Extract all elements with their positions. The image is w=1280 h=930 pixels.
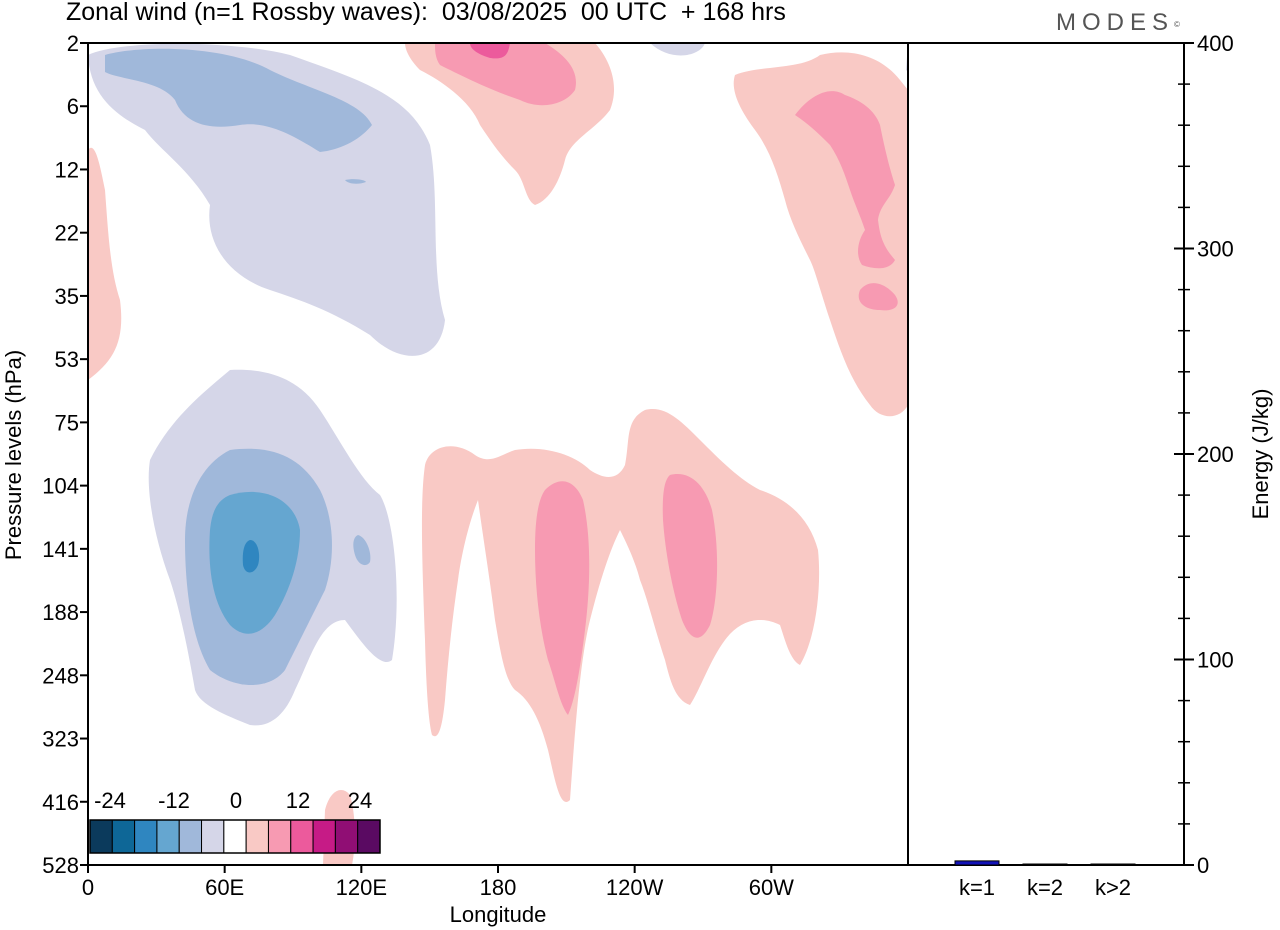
- longitude-axis: 0 60E 120E 180 120W 60W: [82, 865, 794, 900]
- contour-pos-mid-outer: [421, 409, 820, 802]
- y-tick-label: 104: [42, 474, 79, 499]
- x-axis-title: Longitude: [450, 902, 547, 927]
- colorbar-swatch: [223, 819, 247, 854]
- colorbar-legend: -24 -12 0 12 24: [89, 788, 381, 854]
- colorbar-swatch: [357, 819, 381, 854]
- y-tick-label: 416: [42, 790, 79, 815]
- energy-tick-label: 100: [1197, 648, 1234, 673]
- energy-bar: [954, 860, 1000, 866]
- contour-pos-mid-a: [535, 481, 590, 715]
- colorbar-swatch: [156, 819, 180, 854]
- colorbar-swatch: [267, 819, 292, 854]
- energy-frame: [907, 42, 1185, 866]
- y-tick-label: 53: [55, 347, 79, 372]
- energy-panel: 0 100 200 300 400 k=1 k=2 k>2 Energy (J/kg): [907, 31, 1273, 900]
- y-tick-label: 528: [42, 853, 79, 878]
- contour-pos-upper-mid: [435, 43, 576, 106]
- energy-bar-label: k=1: [959, 875, 995, 900]
- y-tick-label: 323: [42, 727, 79, 752]
- colorbar-swatch: [134, 819, 158, 854]
- y-tick-label: 2: [67, 31, 79, 56]
- y-tick-label: 141: [42, 537, 79, 562]
- contour-neg-upper-spot: [345, 179, 366, 184]
- colorbar-swatch: [290, 819, 314, 854]
- energy-tick-label: 200: [1197, 442, 1234, 467]
- energy-axis-title: Energy (J/kg): [1248, 389, 1273, 520]
- colorbar-label: 24: [348, 788, 372, 813]
- y-tick-label: 35: [55, 284, 79, 309]
- contour-pos-east-spot: [858, 283, 898, 311]
- contour-pos-mid-b: [662, 474, 718, 638]
- x-tick-label: 180: [480, 875, 517, 900]
- energy-bar: [1022, 863, 1068, 866]
- x-tick-label: 120W: [606, 875, 664, 900]
- energy-bars: k=1 k=2 k>2: [954, 860, 1136, 900]
- energy-tick-label: 300: [1197, 237, 1234, 262]
- colorbar-swatch: [201, 819, 225, 854]
- energy-bar-label: k>2: [1095, 875, 1131, 900]
- y-tick-label: 12: [55, 157, 79, 182]
- energy-axis: 0 100 200 300 400: [1174, 31, 1234, 878]
- colorbar-label: -24: [94, 788, 126, 813]
- colorbar-swatch: [178, 819, 203, 854]
- contour-neg-mid-core: [242, 540, 260, 573]
- colorbar-swatch: [245, 819, 269, 854]
- colorbar-label: 0: [230, 788, 242, 813]
- energy-tick-label: 400: [1197, 31, 1234, 56]
- x-tick-label: 60E: [205, 875, 244, 900]
- y-tick-label: 188: [42, 600, 79, 625]
- colorbar-label: 12: [286, 788, 310, 813]
- contour-neg-upper-inner: [105, 48, 372, 152]
- contour-neg-mid-small: [353, 535, 371, 566]
- colorbar-swatch: [111, 819, 136, 854]
- y-tick-label: 75: [55, 410, 79, 435]
- colorbar-swatch: [334, 819, 359, 854]
- contour-neg-top-sliver: [650, 43, 705, 56]
- energy-tick-label: 0: [1197, 853, 1209, 878]
- x-tick-label: 120E: [336, 875, 387, 900]
- contour-panel: [87, 42, 909, 866]
- x-tick-label: 0: [82, 875, 94, 900]
- contour-pos-east-inner: [795, 91, 895, 269]
- contour-pos-left-edge: [88, 147, 122, 380]
- colorbar-swatch: [312, 819, 336, 854]
- chart-title: Zonal wind (n=1 Rossby waves): 03/08/202…: [66, 0, 786, 26]
- modes-logo: MODES©: [1056, 9, 1180, 36]
- contour-pos-upper-core: [470, 43, 510, 59]
- x-tick-label: 60W: [749, 875, 794, 900]
- colorbar-swatch: [89, 819, 113, 854]
- y-tick-label: 6: [67, 94, 79, 119]
- colorbar-frame: [89, 819, 381, 854]
- y-axis-title: Pressure levels (hPa): [1, 350, 26, 560]
- y-tick-label: 248: [42, 663, 79, 688]
- pressure-axis: 2 6 12 22 35 53 75 104 141 188 248 323 416 528: [42, 31, 88, 878]
- energy-bar-label: k=2: [1027, 875, 1063, 900]
- energy-bar: [1090, 863, 1136, 866]
- y-tick-label: 22: [55, 221, 79, 246]
- colorbar-label: -12: [158, 788, 190, 813]
